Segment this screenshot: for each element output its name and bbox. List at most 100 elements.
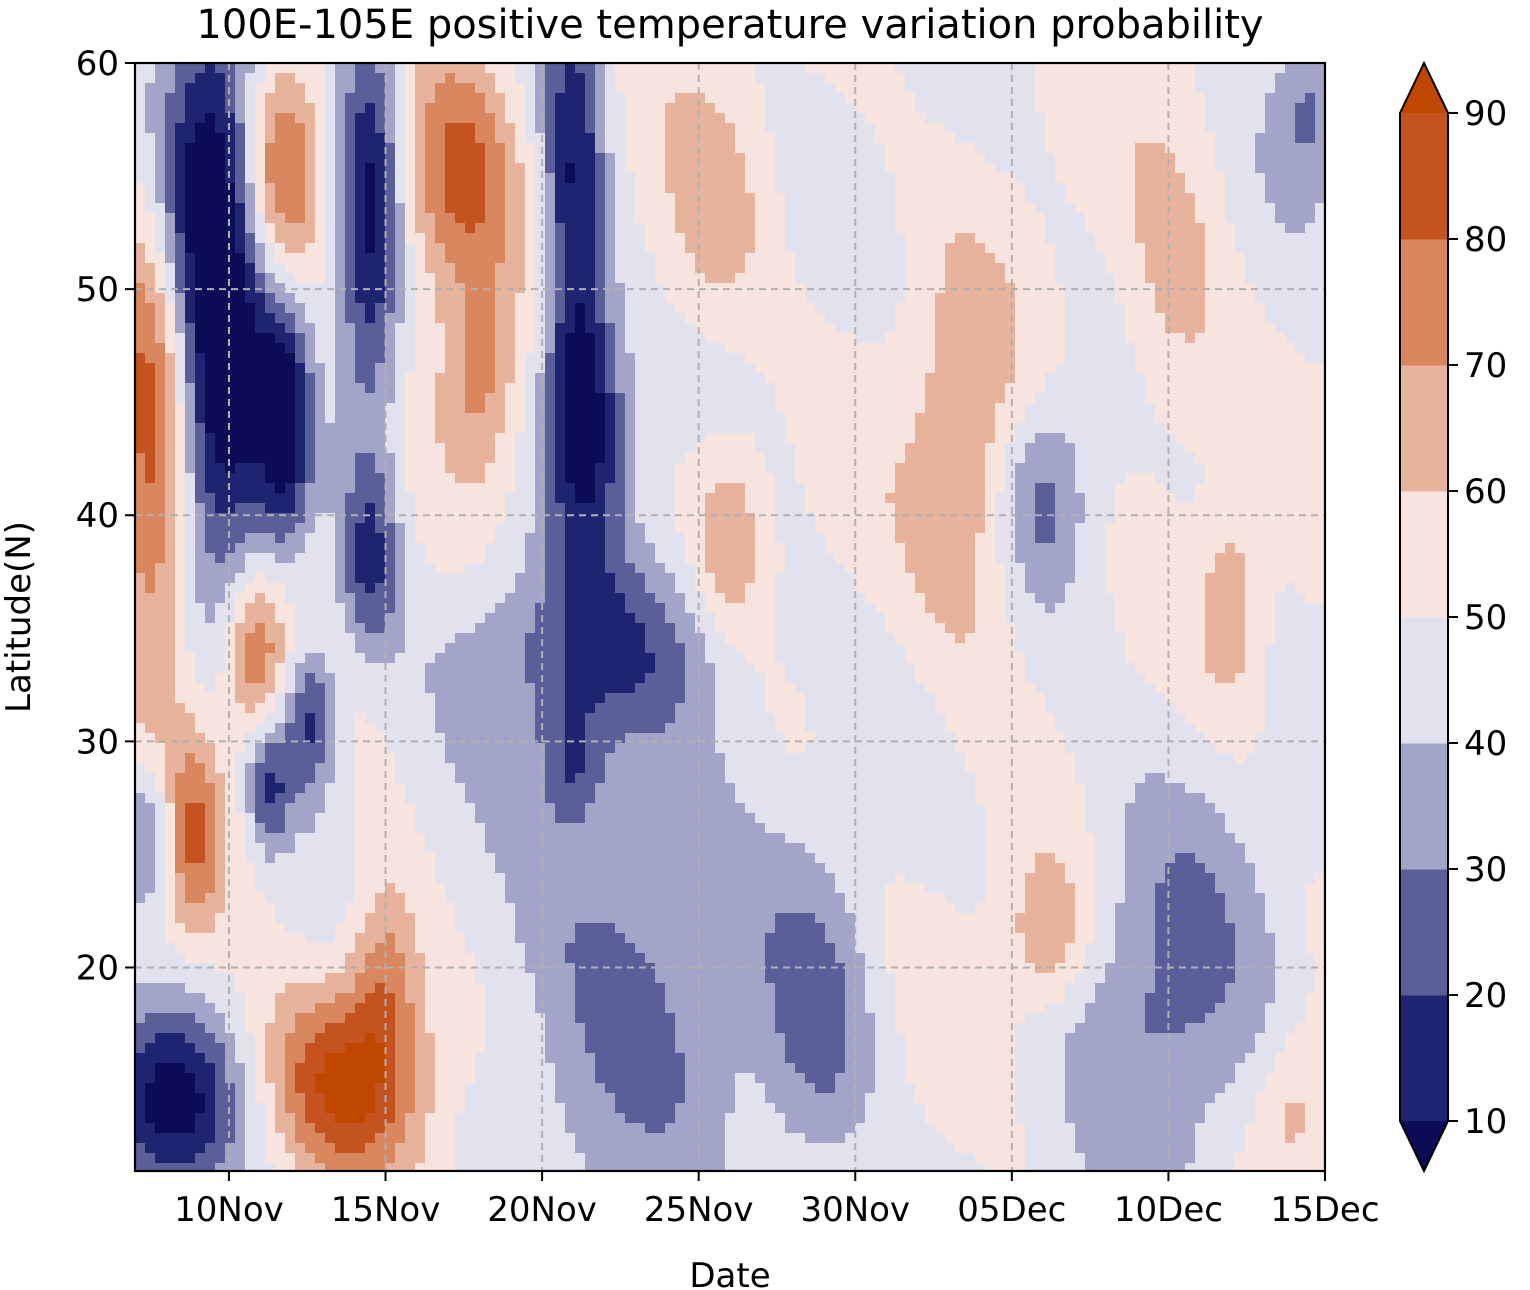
contour-cell [205,693,216,704]
contour-cell [535,693,546,704]
contour-cell [415,1163,426,1171]
contour-cell [485,673,496,684]
contour-cell [255,943,266,954]
contour-cell [525,663,536,674]
contour-cell [435,763,446,774]
contour-cell [335,1103,346,1114]
contour-cell [445,953,456,964]
contour-cell [415,953,426,964]
contour-cell [135,953,146,964]
contour-cell [545,883,556,894]
contour-cell [425,183,436,194]
contour-cell [365,483,376,494]
contour-cell [215,1063,226,1074]
contour-cell [165,743,176,754]
contour-cell [405,1053,416,1064]
contour-cell [365,923,376,934]
contour-cell [445,853,456,864]
contour-cell [155,313,166,324]
contour-cell [255,453,266,464]
contour-cell [195,93,206,104]
contour-cell [295,223,306,234]
contour-cell [175,183,186,194]
contour-cell [145,543,156,554]
contour-cell [245,773,256,784]
contour-cell [155,593,166,604]
contour-cell [225,593,236,604]
contour-cell [195,883,206,894]
contour-cell [325,753,336,764]
contour-cell [285,83,296,94]
contour-cell [435,613,446,624]
contour-cell [235,373,246,384]
contour-cell [265,1073,276,1084]
contour-cell [545,253,556,264]
contour-cell [145,823,156,834]
contour-cell [205,413,216,424]
contour-cell [515,753,526,764]
contour-cell [335,483,346,494]
contour-cell [535,703,546,714]
contour-cell [405,243,416,254]
contour-cell [135,583,146,594]
contour-cell [415,423,426,434]
contour-cell [205,233,216,244]
contour-cell [195,953,206,964]
contour-cell [565,73,576,84]
contour-cell [385,533,396,544]
contour-cell [275,653,286,664]
contour-cell [155,163,166,174]
contour-cell [185,673,196,684]
contour-cell [235,1033,246,1044]
contour-cell [185,203,196,214]
contour-cell [475,163,486,174]
contour-cell [485,73,496,84]
contour-cell [545,583,556,594]
contour-cell [255,143,266,154]
contour-cell [355,243,366,254]
contour-cell [425,103,436,114]
contour-cell [445,183,456,194]
contour-cell [165,1053,176,1064]
contour-cell [475,653,486,664]
contour-cell [225,603,236,614]
contour-cell [245,573,256,584]
contour-cell [145,1113,156,1124]
contour-cell [525,333,536,344]
contour-cell [155,793,166,804]
contour-cell [485,663,496,674]
contour-cell [395,133,406,144]
contour-cell [195,333,206,344]
contour-cell [255,693,266,704]
contour-cell [495,443,506,454]
contour-cell [175,1003,186,1014]
contour-cell [195,1103,206,1114]
contour-cell [415,433,426,444]
contour-cell [295,493,306,504]
contour-cell [305,183,316,194]
contour-cell [295,833,306,844]
contour-cell [245,663,256,674]
contour-cell [445,73,456,84]
contour-cell [465,463,476,474]
contour-cell [285,143,296,154]
contour-cell [395,513,406,524]
contour-cell [575,373,586,384]
contour-cell [195,653,206,664]
contour-cell [495,473,506,484]
contour-cell [185,93,196,104]
contour-cell [395,93,406,104]
contour-cell [425,443,436,454]
contour-cell [195,683,206,694]
contour-cell [575,433,586,444]
contour-cell [485,1023,496,1034]
contour-cell [165,1043,176,1054]
contour-cell [395,1163,406,1171]
contour-cell [135,143,146,154]
contour-cell [165,633,176,644]
contour-cell [295,353,306,364]
contour-cell [465,113,476,124]
contour-cell [525,593,536,604]
contour-cell [175,1033,186,1044]
contour-cell [325,743,336,754]
